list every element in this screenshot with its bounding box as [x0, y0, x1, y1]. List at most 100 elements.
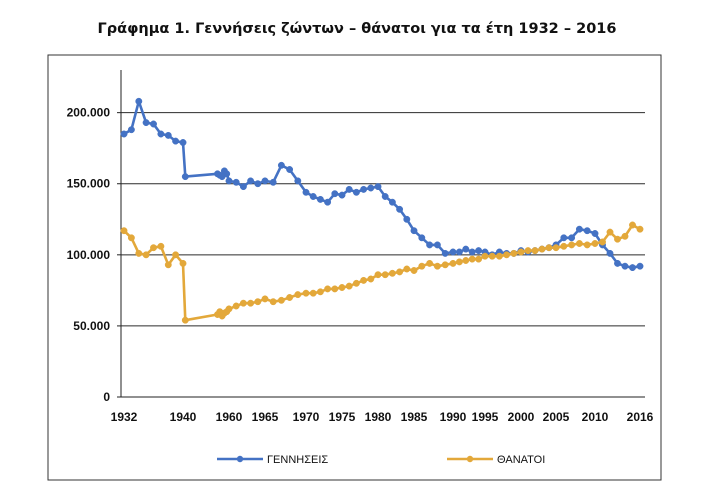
- data-point: [302, 188, 310, 196]
- legend-item-births: ΓΕΝΝΗΣΕΙΣ: [217, 454, 328, 466]
- data-point: [360, 276, 368, 284]
- data-point: [403, 265, 411, 273]
- data-point: [324, 198, 332, 206]
- data-point: [309, 289, 317, 297]
- data-point: [481, 252, 489, 260]
- data-point: [538, 245, 546, 253]
- x-tick-label: 2010: [582, 410, 609, 424]
- x-tick-label: 1970: [293, 410, 320, 424]
- data-point: [331, 190, 339, 198]
- data-point: [254, 180, 262, 188]
- data-point: [374, 183, 382, 191]
- data-point: [120, 130, 128, 138]
- data-point: [575, 240, 583, 247]
- data-point: [510, 249, 518, 257]
- data-point: [614, 259, 621, 267]
- legend-marker: [236, 455, 244, 463]
- legend-marker: [466, 455, 474, 463]
- data-point: [381, 271, 389, 279]
- data-point: [331, 285, 339, 293]
- x-tick-label: 1960: [216, 410, 243, 424]
- data-point: [524, 247, 532, 255]
- data-point: [181, 316, 189, 324]
- data-point: [223, 170, 231, 178]
- data-point: [316, 288, 324, 296]
- legend-item-deaths: ΘΑΝΑΤΟΙ: [447, 454, 545, 466]
- data-point: [517, 248, 525, 256]
- data-point: [239, 299, 247, 307]
- data-point: [531, 247, 539, 255]
- data-point: [545, 244, 553, 252]
- data-point: [552, 244, 560, 252]
- data-point: [181, 173, 189, 181]
- data-point: [606, 249, 614, 257]
- x-tick-label: 2005: [543, 410, 570, 424]
- data-point: [338, 284, 346, 291]
- data-point: [503, 251, 511, 259]
- data-point: [157, 242, 165, 250]
- data-point: [583, 227, 591, 235]
- data-point: [381, 193, 389, 200]
- data-point: [396, 205, 404, 213]
- legend-label: ΘΑΝΑΤΟΙ: [497, 454, 545, 466]
- data-point: [127, 234, 135, 242]
- data-point: [142, 119, 150, 127]
- x-tick-label: 1980: [365, 410, 392, 424]
- data-point: [316, 195, 324, 203]
- data-point: [261, 295, 269, 303]
- data-point: [179, 259, 187, 267]
- data-point: [367, 275, 375, 283]
- x-tick-label: 1985: [401, 410, 428, 424]
- data-point: [302, 289, 310, 297]
- x-tick-label: 2016: [627, 410, 654, 424]
- data-point: [433, 241, 441, 249]
- data-point: [468, 255, 476, 263]
- data-point: [606, 228, 614, 236]
- y-tick-labels: 0 50.000 100.000 150.000 200.000: [67, 106, 111, 404]
- data-point: [247, 299, 255, 307]
- y-tick-label: 50.000: [73, 319, 110, 333]
- data-point: [621, 232, 629, 240]
- data-point: [269, 178, 277, 186]
- data-point: [455, 248, 463, 256]
- data-point: [352, 188, 360, 196]
- data-point: [568, 241, 576, 249]
- data-point: [449, 259, 457, 267]
- data-point: [286, 166, 294, 173]
- data-point: [426, 259, 434, 267]
- x-tick-label: 1975: [329, 410, 356, 424]
- data-point: [247, 177, 255, 185]
- x-tick-labels: 1932 1940 1960 1965 1970 1975 1980 1985 1990 1995…: [111, 410, 654, 424]
- data-point: [367, 184, 375, 192]
- data-point: [120, 227, 128, 235]
- gridlines: [117, 112, 645, 398]
- data-point: [591, 240, 599, 247]
- data-point: [488, 252, 496, 260]
- data-point: [591, 230, 599, 237]
- y-tick-label: 0: [103, 390, 110, 404]
- data-point: [462, 257, 470, 264]
- data-point: [309, 193, 317, 200]
- data-point: [352, 279, 360, 287]
- data-point: [232, 302, 240, 310]
- x-tick-label: 1990: [440, 410, 467, 424]
- data-point: [475, 247, 483, 255]
- data-point: [396, 268, 404, 276]
- data-point: [254, 298, 262, 306]
- data-point: [599, 238, 606, 246]
- data-point: [583, 241, 591, 249]
- data-point: [150, 244, 157, 252]
- data-point: [164, 261, 172, 269]
- data-point: [475, 255, 483, 263]
- x-tick-label: 1932: [111, 410, 138, 424]
- y-tick-label: 200.000: [67, 106, 111, 120]
- data-point: [629, 264, 636, 272]
- data-point: [269, 298, 277, 306]
- data-point: [621, 262, 629, 270]
- data-point: [441, 261, 449, 269]
- x-tick-label: 1940: [170, 410, 197, 424]
- data-point: [179, 139, 187, 146]
- data-point: [495, 252, 503, 260]
- data-point: [433, 262, 441, 270]
